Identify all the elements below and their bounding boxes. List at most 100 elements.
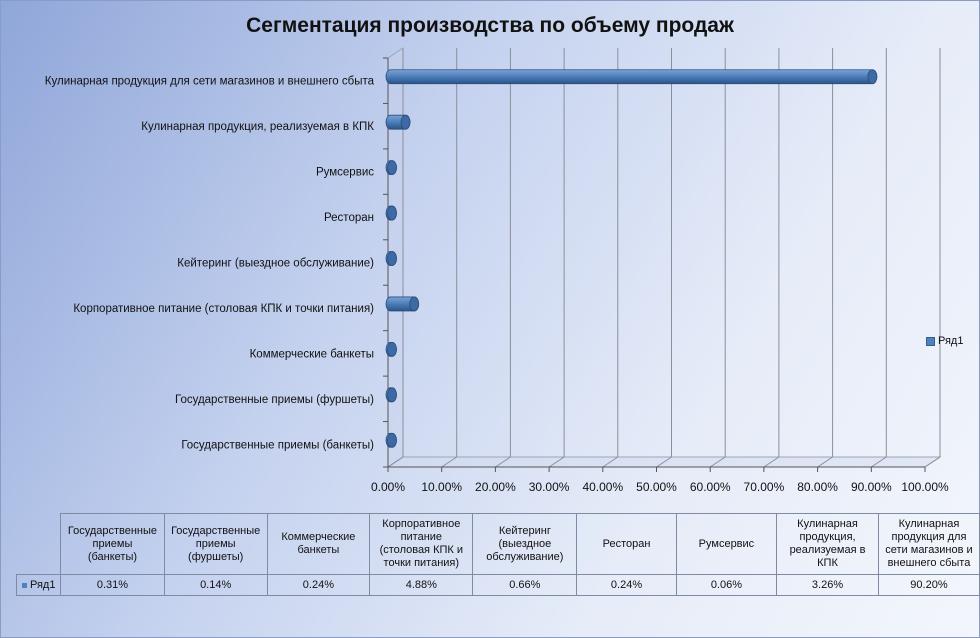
category-label: Ресторан [324, 212, 374, 224]
data-table-header-text: Кулинарная [797, 518, 858, 530]
data-table-header-text: КПК [817, 557, 838, 569]
data-table-header-text: реализуемая в [789, 544, 866, 556]
bar-cap [387, 205, 397, 221]
x-tick-label: 50.00% [636, 480, 677, 494]
category-label: Государственные приемы (банкеты) [181, 439, 374, 451]
bar-body [385, 69, 878, 85]
data-table-header-text: Корпоративное [382, 518, 461, 530]
legend-label: Ряд1 [938, 335, 964, 347]
data-table-value-cell: 0.24% [576, 574, 677, 596]
data-table-header-text: Ресторан [602, 537, 651, 550]
bar-cap [409, 296, 420, 312]
gridline-floor [656, 456, 672, 468]
category-label: Государственные приемы (фуршеты) [175, 394, 374, 406]
data-table-value-cell: 0.24% [266, 574, 371, 596]
gridline-floor [924, 456, 941, 468]
gridline-floor [871, 456, 887, 468]
data-table-header-cell: Кулинарная продукция, реализуемая в КПК [776, 513, 879, 575]
data-table-row-label: Ряд1 [15, 574, 62, 596]
category-label: Коммерческие банкеты [250, 348, 374, 360]
data-table-header-text: Государственные [171, 524, 261, 537]
bar-cap [387, 432, 397, 448]
data-table-header-cell: Кейтеринг (выездное обслуживание) [472, 513, 578, 575]
category-label: Кейтеринг (выездное обслуживание) [177, 258, 374, 270]
x-tick-label: 100.00% [901, 480, 949, 494]
data-table-header-text: Кулинарная [898, 518, 960, 530]
legend: Ряд1 [926, 335, 963, 347]
data-table-value-cell: 0.06% [675, 574, 778, 596]
x-tick-label: 40.00% [582, 480, 623, 494]
data-table-value-row: Ряд1 0.31% 0.14% 0.24% 4.88% 0.66% 0.24% 0.06%… [15, 574, 980, 596]
bar-cap [387, 387, 397, 403]
data-table-header-text: (фуршеты) [188, 550, 244, 563]
data-table-header-cell: Корпоративное питание (столовая КПК и точки… [369, 513, 474, 575]
data-table-header-row: Государственные приемы (банкеты) Государств… [16, 513, 980, 575]
bar [385, 432, 397, 448]
category-label: Румсервис [316, 167, 374, 179]
data-table-header-text: (банкеты) [87, 550, 138, 563]
bar-cap [867, 69, 878, 85]
bar [385, 251, 397, 266]
data-table-header-text: банкеты [297, 544, 340, 556]
gridline-floor [817, 456, 833, 468]
data-table-value-cell: 0.66% [472, 574, 578, 596]
data-table-header-text: (столовая КПК и [379, 544, 463, 556]
data-table-header-cell: Государственные приемы (банкеты) [60, 513, 165, 575]
data-table-header-text: продукция, [799, 531, 856, 543]
bar-cap [387, 341, 397, 357]
category-label: Корпоративное питание (столовая КПК и то… [73, 303, 374, 315]
bar-cap [387, 251, 397, 266]
bar [385, 205, 397, 221]
data-table-header-text: Коммерческие [281, 531, 356, 543]
data-table-header-cell: Ресторан [576, 513, 677, 575]
bar-cap [387, 160, 397, 176]
data-table-value-cell: 90.20% [877, 574, 980, 596]
bar [385, 160, 397, 176]
bar-chart: 0.00% 10.00% 20.00% 30.00% 40.00% 50.00% 60.00… [45, 47, 949, 494]
data-table-value-cell: 0.14% [163, 574, 268, 596]
x-tick-label: 80.00% [797, 480, 838, 494]
gridline-floor [709, 456, 726, 468]
data-table-header-text: точки питания) [383, 557, 460, 569]
data-table-header-text: питание [400, 531, 443, 543]
data-table-header-text: Государственные [67, 524, 158, 537]
data-table-value-cell: 3.26% [776, 574, 879, 596]
data-table-header-text: приемы [195, 537, 236, 550]
data-table-header-text: приемы [92, 537, 133, 550]
x-tick-label: 30.00% [529, 480, 570, 494]
bar-cap [400, 114, 411, 130]
data-table-header-cell: Государственные приемы (фуршеты) [163, 513, 268, 575]
data-table-value-cell: 4.88% [369, 574, 474, 596]
data-table-header-text: Кейтеринг [498, 524, 551, 537]
x-tick-label: 10.00% [421, 480, 462, 494]
x-tick-label: 90.00% [851, 480, 892, 494]
data-table-header-text: сети магазинов и [885, 544, 973, 556]
data-table: Государственные приемы (банкеты) Государств… [15, 513, 980, 596]
x-tick-label: 0.00% [371, 480, 405, 494]
data-table-corner [16, 513, 62, 575]
gridline-floor [763, 456, 780, 468]
category-label: Кулинарная продукция для сети магазинов … [45, 76, 375, 88]
data-table-header-cell: Коммерческие банкеты [266, 513, 371, 575]
data-table-header-text: (выездное [498, 537, 552, 550]
gridline-floor [602, 456, 619, 468]
bar [385, 69, 878, 85]
gridline-floor [495, 456, 511, 468]
x-tick-label: 70.00% [744, 480, 785, 494]
data-table-header-text: продукция для [891, 531, 967, 543]
data-table-header-text: обслуживание) [486, 550, 564, 563]
gridline-floor [441, 456, 457, 468]
data-table-header-text: внешнего сбыта [887, 557, 971, 569]
legend-swatch [926, 336, 935, 346]
gridline-floor [387, 456, 404, 468]
bar [385, 387, 397, 403]
data-table-header-cell: Румсервис [675, 513, 778, 575]
data-table-value-cell: 0.31% [60, 574, 165, 596]
category-label: Кулинарная продукция, реализуемая в КПК [141, 121, 374, 133]
row-swatch [22, 582, 27, 588]
bar [385, 341, 397, 357]
gridline-floor [548, 456, 565, 468]
bar [385, 114, 411, 130]
x-tick-label: 20.00% [475, 480, 516, 494]
